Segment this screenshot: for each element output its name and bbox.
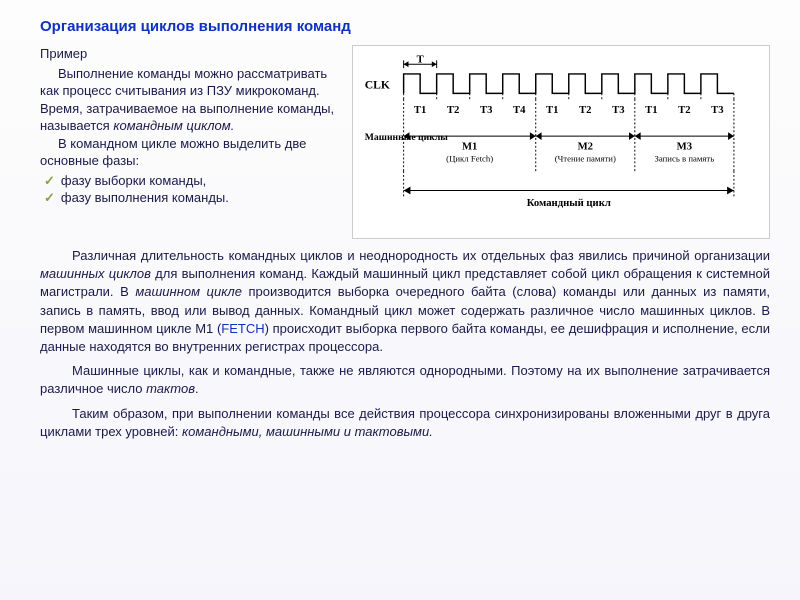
svg-text:T4: T4 — [513, 104, 526, 116]
svg-text:T3: T3 — [612, 104, 624, 116]
intro-para-2: В командном цикле можно выделить две осн… — [40, 135, 340, 170]
body-para-3: Таким образом, при выполнении команды вс… — [40, 405, 770, 441]
term-machine-cycle: машинном цикле — [135, 284, 242, 299]
page-title: Организация циклов выполнения команд — [40, 18, 770, 35]
svg-text:T: T — [417, 53, 424, 65]
phase-list: фазу выборки команды, фазу выполнения ко… — [40, 172, 340, 207]
svg-text:(Чтение памяти): (Чтение памяти) — [555, 153, 616, 163]
svg-text:М3: М3 — [677, 141, 692, 153]
svg-text:T2: T2 — [447, 104, 459, 116]
svg-text:T2: T2 — [678, 104, 690, 116]
text-segment: Различная длительность командных циклов … — [72, 248, 770, 263]
svg-text:T1: T1 — [414, 104, 426, 116]
timing-diagram: CLKTT1T2T3T4T1T2T3T1T2T3Машинные циклыМ1… — [352, 45, 770, 239]
body-para-2: Машинные циклы, как и командные, также н… — [40, 362, 770, 398]
list-item: фазу выборки команды, — [40, 172, 340, 190]
top-section: Пример Выполнение команды можно рассматр… — [40, 45, 770, 239]
term-machine-cycles: машинных циклов — [40, 266, 151, 281]
text-segment: . — [195, 381, 199, 396]
svg-text:T3: T3 — [711, 104, 723, 116]
fetch-link: FETCH — [221, 321, 264, 336]
example-label: Пример — [40, 45, 340, 63]
intro-term-1: командным циклом. — [113, 118, 234, 133]
svg-text:М2: М2 — [578, 141, 593, 153]
svg-text:М1: М1 — [462, 141, 477, 153]
svg-text:T3: T3 — [480, 104, 492, 116]
list-item: фазу выполнения команды. — [40, 189, 340, 207]
svg-text:CLK: CLK — [365, 79, 390, 92]
intro-para-1: Выполнение команды можно рассматривать к… — [40, 65, 340, 135]
term-three-levels: командными, машинными и тактовыми. — [182, 424, 433, 439]
svg-text:Командный цикл: Командный цикл — [527, 197, 611, 209]
svg-text:(Цикл Fetch): (Цикл Fetch) — [446, 153, 493, 163]
svg-text:Запись в память: Запись в память — [655, 153, 715, 163]
example-text: Пример Выполнение команды можно рассматр… — [40, 45, 340, 239]
svg-text:T1: T1 — [645, 104, 657, 116]
body-para-1: Различная длительность командных циклов … — [40, 247, 770, 356]
svg-text:T1: T1 — [546, 104, 558, 116]
term-tacts: тактов — [146, 381, 195, 396]
svg-text:T2: T2 — [579, 104, 591, 116]
